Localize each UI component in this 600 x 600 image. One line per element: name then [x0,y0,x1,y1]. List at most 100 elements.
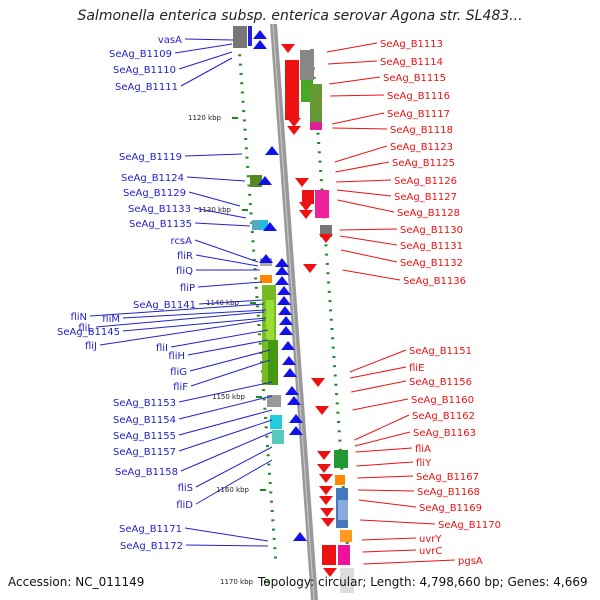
forward-gene-arrow [275,258,289,267]
feature-block [248,26,252,46]
reverse-gene-arrow [317,464,331,473]
gene-label-left: SeAg_B1172 [120,541,183,552]
feature-block [338,545,350,565]
gene-label-left: SeAg_B1157 [113,447,176,458]
leader-line-left [122,309,267,319]
label-leader-lines [89,38,456,565]
backbone [270,23,318,600]
forward-gene-arrow [277,286,291,295]
reverse-gene-arrow [299,210,313,219]
gene-label-right: SeAg_B1156 [409,377,472,388]
leader-line-right [332,112,385,125]
gene-label-left: SeAg_B1135 [129,219,192,230]
leader-line-right [337,199,395,213]
forward-gene-arrow [258,176,272,185]
feature-block [302,190,314,204]
feature-block [335,475,345,485]
leader-line-left [170,329,269,348]
leader-line-right [352,398,409,411]
gene-label-left: SeAg_B1119 [119,152,182,163]
gene-label-right: SeAg_B1123 [390,142,453,153]
reverse-gene-arrow [320,508,334,517]
leader-line-left [174,43,233,54]
leader-line-left [178,381,273,403]
forward-gene-arrow [281,341,295,350]
forward-gene-arrow [293,532,307,541]
forward-gene-arrow [253,30,267,39]
gene-label-right: SeAg_B1114 [380,57,443,68]
gene-label-right: SeAg_B1128 [397,208,460,219]
gene-label-right: SeAg_B1162 [412,411,475,422]
leader-line-left [122,317,267,332]
feature-block [315,190,329,218]
forward-gene-arrow [278,306,292,315]
leader-line-left [180,431,273,472]
leader-line-right [354,431,411,447]
gene-label-right: SeAg_B1125 [392,158,455,169]
gene-label-left: SeAg_B1153 [113,398,176,409]
leader-line-left [186,176,246,182]
feature-block [250,175,262,187]
leader-line-left [178,409,273,436]
gene-label-right: pgsA [458,556,483,567]
leader-line-right [335,161,390,173]
leader-line-right [357,475,414,479]
leader-line-right [327,60,378,65]
gene-label-left: fliI [156,343,168,354]
gene-label-right: SeAg_B1169 [419,503,482,514]
feature-block [260,220,268,230]
gene-label-right: fliA [415,444,431,455]
gene-label-right: SeAg_B1127 [394,192,457,203]
leader-line-right [326,42,378,53]
forward-gene-arrow [275,266,289,275]
forward-gene-arrow [282,356,296,365]
leader-line-right [361,537,417,541]
reverse-gene-arrow [295,178,309,187]
gene-label-right: SeAg_B1168 [417,487,480,498]
leader-line-left [197,281,263,288]
gene-label-right: SeAg_B1136 [403,276,466,287]
forward-gene-arrow [253,40,267,49]
leader-line-right [360,519,436,525]
reverse-gene-arrow [323,568,337,577]
gene-label-left: fliN [70,312,87,323]
leader-line-right [330,94,385,97]
feature-block [267,395,281,407]
gene-label-left: fliR [177,251,193,262]
gene-label-right: SeAg_B1118 [390,125,453,136]
reverse-gene-arrow [319,496,333,505]
feature-block [233,26,247,48]
forward-gene-arrow [279,316,293,325]
reverse-gene-arrow [319,234,333,243]
forward-gene-arrow [283,368,297,377]
reverse-gene-arrow [311,378,325,387]
forward-gene-arrow [263,222,277,231]
gene-label-right: SeAg_B1115 [383,73,446,84]
leader-line-right [354,414,410,441]
gene-label-right: uvrC [419,546,442,557]
leader-line-left [178,419,273,452]
gene-label-right: SeAg_B1126 [394,176,457,187]
forward-gene-arrow [279,326,293,335]
leader-line-left [184,153,243,157]
gene-label-right: SeAg_B1117 [387,109,450,120]
leader-line-left [189,349,271,372]
forward-gene-arrow [275,276,289,285]
leader-line-left [184,527,269,542]
gene-label-left: fliD [176,500,193,511]
leader-line-right [340,249,398,263]
gene-label-left: fliM [102,314,120,325]
feature-block [322,545,336,565]
feature-block [266,300,274,340]
kbp-label: 1160 kbp [216,486,250,494]
leader-line-right [358,489,415,492]
gene-label-left: SeAg_B1158 [115,467,178,478]
gene-label-left: SeAg_B1109 [109,49,172,60]
feature-block [272,430,284,444]
reverse-gene-arrow [319,474,333,483]
genome-info-text: Topology: circular; Length: 4,798,660 bp… [258,575,588,589]
gene-label-left: fliQ [176,266,193,277]
gene-label-left: fliJ [85,341,97,352]
feature-block [268,340,278,385]
